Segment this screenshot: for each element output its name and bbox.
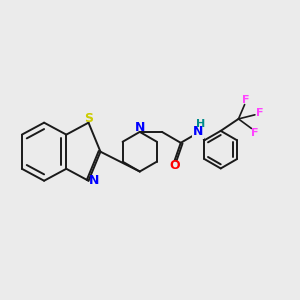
Text: F: F bbox=[242, 95, 250, 105]
Text: O: O bbox=[169, 158, 180, 172]
Text: N: N bbox=[88, 174, 99, 187]
Text: F: F bbox=[251, 128, 259, 138]
Text: F: F bbox=[256, 108, 263, 118]
Text: N: N bbox=[193, 125, 203, 138]
Text: N: N bbox=[135, 121, 145, 134]
Text: S: S bbox=[84, 112, 93, 125]
Text: H: H bbox=[196, 119, 205, 129]
